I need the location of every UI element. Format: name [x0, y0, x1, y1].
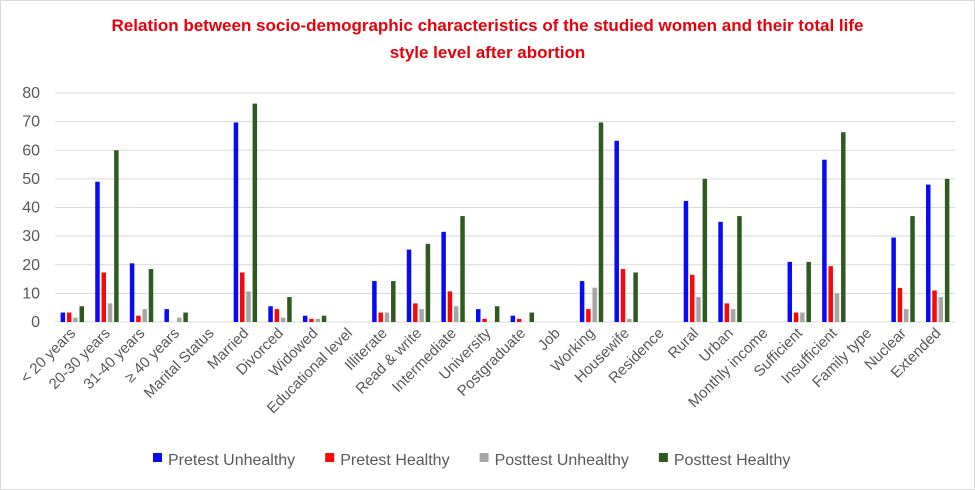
- y-tick-label: 80: [22, 85, 40, 102]
- bar: [828, 266, 833, 322]
- bar: [806, 261, 811, 322]
- bar: [696, 297, 701, 322]
- bar: [287, 297, 292, 322]
- y-tick-label: 10: [22, 285, 40, 302]
- legend-label: Posttest Unhealthy: [495, 452, 629, 469]
- bar: [406, 249, 412, 322]
- bar: [114, 150, 119, 322]
- bar: [724, 303, 730, 322]
- bar: [425, 243, 431, 322]
- legend-swatch: [153, 453, 162, 462]
- bar: [494, 306, 500, 322]
- bar: [95, 181, 100, 322]
- bar: [268, 306, 273, 322]
- bar: [419, 309, 424, 322]
- bar: [246, 291, 251, 322]
- bar: [689, 274, 695, 322]
- y-tick-label: 50: [22, 171, 40, 188]
- legend-swatch: [325, 453, 335, 462]
- bar: [614, 140, 619, 322]
- bar: [683, 200, 689, 322]
- bar: [302, 315, 308, 322]
- bar: [233, 122, 239, 322]
- y-tick-label: 60: [22, 142, 40, 159]
- bar: [579, 281, 585, 322]
- bar: [633, 272, 638, 322]
- bar: [730, 309, 736, 322]
- bar: [903, 309, 909, 322]
- bar: [620, 269, 626, 322]
- bar: [944, 178, 950, 322]
- y-tick-label: 70: [22, 114, 40, 131]
- bar: [60, 312, 66, 322]
- bar: [384, 312, 390, 322]
- bar: [510, 315, 516, 322]
- bar: [413, 303, 418, 322]
- legend-swatch: [658, 453, 668, 462]
- bar: [129, 263, 135, 322]
- chart-title: Relation between socio-demographic chara…: [111, 16, 864, 62]
- y-tick-label: 0: [31, 314, 40, 331]
- bar: [252, 103, 258, 322]
- legend-label: Pretest Healthy: [340, 452, 449, 469]
- bar: [107, 303, 113, 322]
- bar: [101, 272, 107, 322]
- bar: [787, 261, 793, 322]
- bar: [315, 318, 321, 322]
- bar: [280, 317, 286, 322]
- bar: [841, 132, 846, 322]
- bar: [702, 178, 708, 322]
- bar: [938, 297, 944, 322]
- bar: [718, 221, 723, 322]
- bar: [239, 272, 245, 322]
- bar: [274, 309, 280, 322]
- legend-label: Posttest Healthy: [674, 452, 791, 469]
- title-box: Relation between socio-demographic chara…: [0, 12, 975, 66]
- bar: [475, 309, 481, 322]
- y-tick-label: 40: [22, 200, 40, 217]
- bar: [321, 315, 327, 322]
- bar: [592, 287, 597, 322]
- bar: [309, 318, 314, 322]
- bar: [441, 231, 446, 322]
- bar: [834, 293, 840, 322]
- legend-swatch: [479, 453, 489, 462]
- bar: [737, 216, 742, 322]
- bar: [800, 312, 805, 322]
- bar: [891, 237, 896, 322]
- bar: [372, 281, 377, 322]
- bar: [447, 291, 453, 322]
- bar: [897, 287, 903, 322]
- bar: [136, 315, 141, 322]
- bar: [66, 312, 72, 322]
- y-tick-label: 20: [22, 257, 40, 274]
- bar: [822, 159, 827, 322]
- legend-label: Pretest Unhealthy: [168, 452, 295, 469]
- bar: [598, 122, 604, 322]
- bar: [516, 318, 522, 322]
- bar: [627, 318, 632, 322]
- bar: [453, 306, 459, 322]
- bar: [164, 309, 169, 322]
- bar: [378, 312, 383, 322]
- bar: [586, 309, 591, 322]
- bar: [391, 281, 396, 322]
- bar: [73, 317, 78, 322]
- bar: [148, 269, 154, 322]
- y-tick-label: 30: [22, 228, 40, 245]
- bar: [142, 309, 147, 322]
- bar: [482, 318, 487, 322]
- bar: [910, 216, 915, 322]
- bar: [932, 290, 937, 322]
- bar: [79, 306, 85, 322]
- bar: [460, 216, 465, 322]
- bar: [183, 312, 188, 322]
- bar: [529, 312, 535, 322]
- bar: [925, 184, 931, 322]
- bar: [177, 317, 182, 322]
- bar: [793, 312, 799, 322]
